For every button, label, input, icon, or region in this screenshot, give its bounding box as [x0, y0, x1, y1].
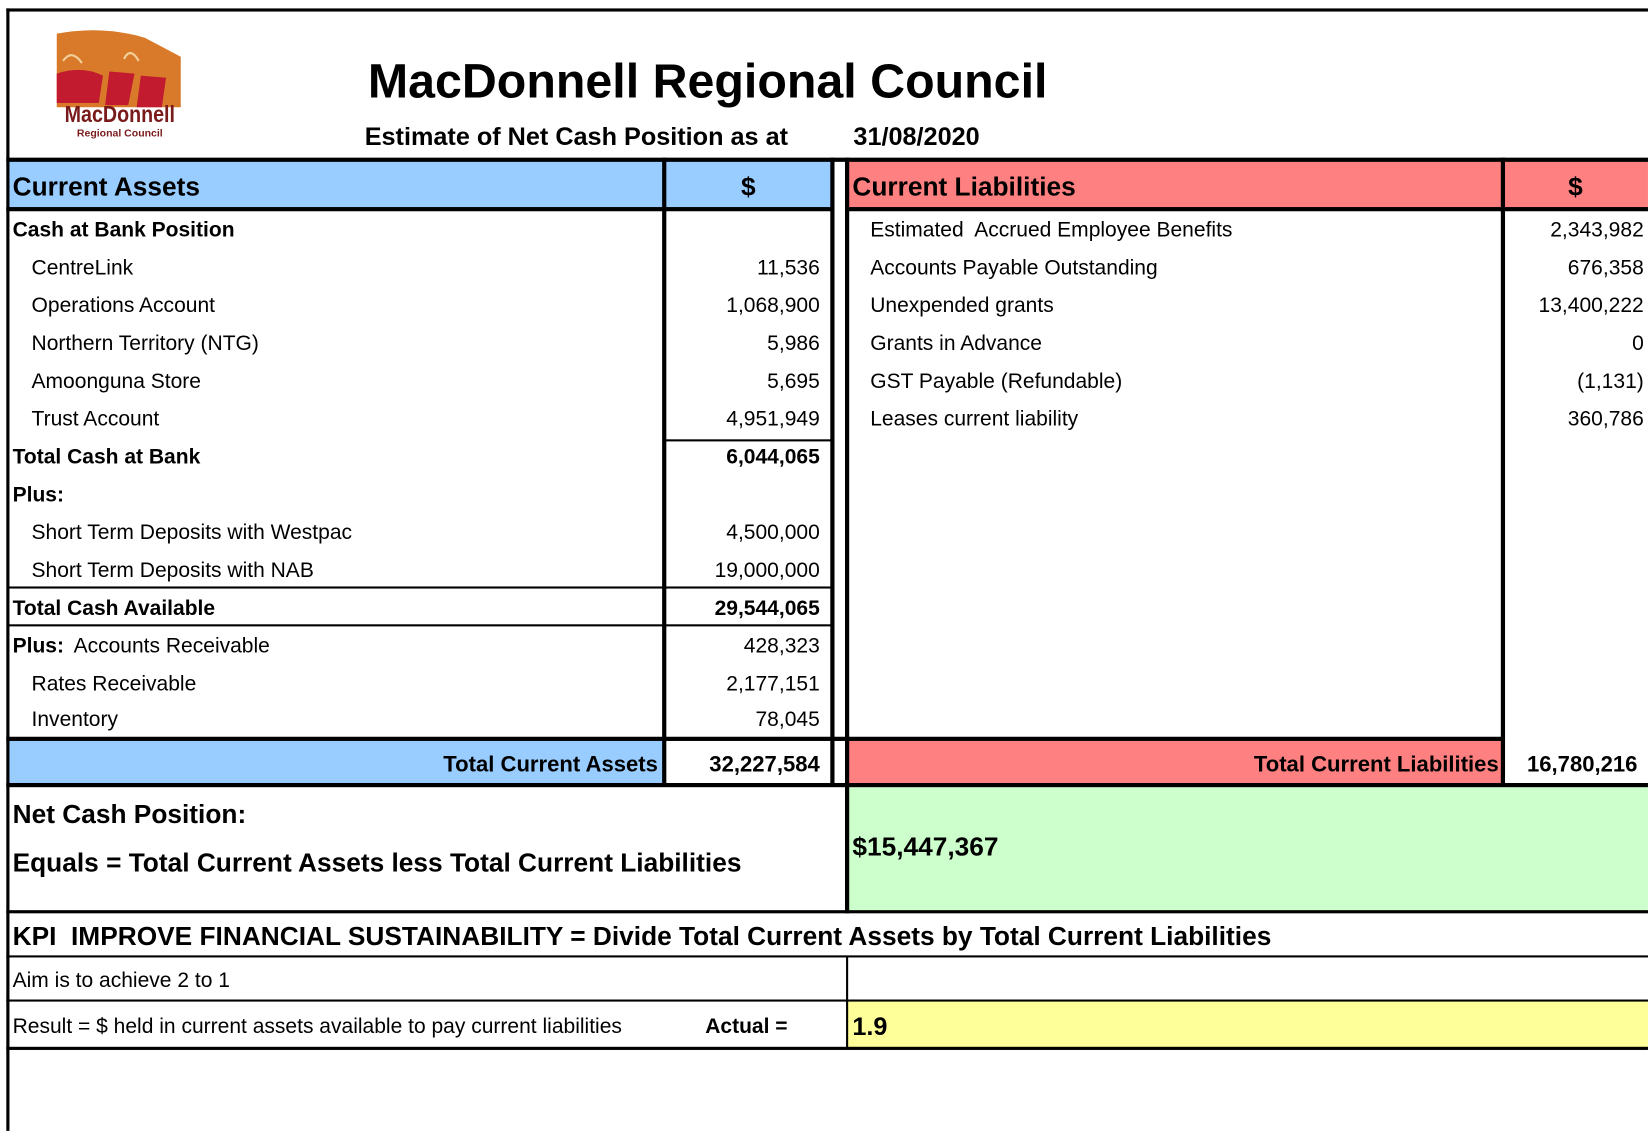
line-aim: [6, 999, 1648, 1002]
net-cash-equation: Equals = Total Current Assets less Total…: [12, 848, 742, 878]
col-assets-end: [830, 157, 835, 786]
line-cash-available: [8, 624, 833, 627]
liability-value: 0: [1632, 332, 1644, 356]
asset-value: 1,068,900: [726, 294, 820, 318]
liability-value: 2,343,982: [1550, 218, 1644, 242]
liabilities-heading: Current Liabilities: [852, 172, 1076, 202]
asset-value: 78,045: [755, 708, 820, 732]
assets-currency-bg: [664, 159, 833, 209]
title: MacDonnell Regional Council: [367, 53, 1048, 109]
asset-label: Total Cash Available: [12, 596, 216, 621]
liabilities-currency: $: [1568, 172, 1583, 202]
line-liabilities-header: [846, 207, 1648, 212]
logo-name: MacDonnell: [64, 100, 175, 128]
liabilities-currency-bg: [1502, 159, 1648, 209]
row-prefix: Plus:: [12, 634, 65, 658]
asset-value: 5,986: [767, 332, 820, 356]
asset-label: Short Term Deposits with NAB: [31, 559, 314, 583]
kpi-aim: Aim is to achieve 2 to 1: [12, 969, 230, 993]
asset-label: Trust Account: [31, 407, 160, 431]
assets-heading: Current Assets: [12, 172, 201, 202]
kpi-title: KPI IMPROVE FINANCIAL SUSTAINABILITY = D…: [12, 921, 1272, 952]
assets-total-label: Total Current Assets: [443, 752, 658, 777]
asset-label: Amoonguna Store: [31, 369, 201, 394]
assets-currency: $: [741, 172, 756, 202]
line-kpi: [6, 955, 1648, 958]
liabilities-header-bg: [847, 159, 1503, 209]
assets-total-bg: [8, 740, 665, 786]
liability-value: 676,358: [1567, 256, 1644, 280]
border-top: [6, 8, 1648, 12]
col-assets-value: [662, 157, 667, 786]
assets-total: 32,227,584: [709, 752, 820, 777]
asset-value: 6,044,065: [726, 445, 820, 469]
net-cash-label: Net Cash Position:: [12, 799, 247, 830]
asset-label: Northern Territory (NTG): [31, 332, 259, 356]
asset-value: 4,951,949: [726, 407, 820, 431]
liabilities-total: 16,780,216: [1526, 752, 1638, 777]
asset-value: 19,000,000: [714, 559, 820, 583]
net-cash-bg: [847, 787, 1648, 912]
actual-bg: [847, 1000, 1648, 1048]
asset-label: Accounts Receivable: [73, 634, 270, 658]
asset-label: CentreLink: [31, 256, 134, 280]
kpi-actual: 1.9: [852, 1013, 888, 1042]
liability-label: Leases current liability: [870, 407, 1079, 431]
line-assets-header: [6, 207, 835, 212]
border-left: [6, 8, 10, 1131]
liabilities-total-bg: [847, 740, 1503, 786]
liability-label: Unexpended grants: [870, 294, 1054, 318]
asset-value: 428,323: [743, 634, 820, 658]
asset-value: 5,695: [767, 369, 820, 394]
kpi-actual-label: Actual =: [705, 1015, 788, 1039]
line-trust: [664, 439, 833, 442]
liability-value: (1,131): [1577, 369, 1644, 394]
asset-label: Total Cash at Bank: [12, 445, 201, 469]
logo-stripes: [56, 69, 167, 108]
col-liabilities-start: [845, 157, 850, 914]
subtitle: Estimate of Net Cash Position as at: [364, 122, 789, 152]
asset-label: Plus:: [12, 483, 65, 507]
logo: [56, 30, 181, 108]
liability-label: Accounts Payable Outstanding: [870, 256, 1158, 280]
line-net-cash: [6, 910, 1648, 914]
line-deposits: [8, 586, 833, 589]
asset-value: 29,544,065: [714, 596, 820, 621]
liability-label: GST Payable (Refundable): [870, 369, 1123, 394]
asset-value: 2,177,151: [726, 672, 820, 696]
asset-label: Operations Account: [31, 294, 215, 318]
logo-tagline: Regional Council: [76, 128, 163, 140]
line-header: [6, 157, 1648, 162]
asset-label: Short Term Deposits with Westpac: [31, 521, 353, 545]
liability-label: Estimated Accrued Employee Benefits: [870, 218, 1233, 242]
asset-label: Rates Receivable: [31, 672, 197, 696]
logo-plants: [62, 52, 140, 64]
liability-value: 360,786: [1567, 407, 1644, 431]
date: 31/08/2020: [853, 122, 980, 152]
asset-label: Inventory: [31, 708, 118, 732]
col-kpi: [846, 956, 849, 1049]
liabilities-total-label: Total Current Liabilities: [1253, 752, 1499, 777]
kpi-result: Result = $ held in current assets availa…: [12, 1015, 622, 1039]
asset-value: 11,536: [757, 256, 820, 280]
line-result: [6, 1046, 1648, 1050]
liability-label: Grants in Advance: [870, 332, 1043, 356]
line-rows-end: [6, 736, 1506, 741]
asset-label: Cash at Bank Position: [12, 218, 235, 242]
asset-value: 4,500,000: [726, 521, 820, 545]
line-totals: [6, 782, 1648, 788]
net-cash-value: $15,447,367: [852, 832, 999, 862]
assets-header-bg: [8, 159, 665, 209]
liability-value: 13,400,222: [1538, 294, 1644, 318]
col-liabilities-value: [1500, 157, 1506, 786]
